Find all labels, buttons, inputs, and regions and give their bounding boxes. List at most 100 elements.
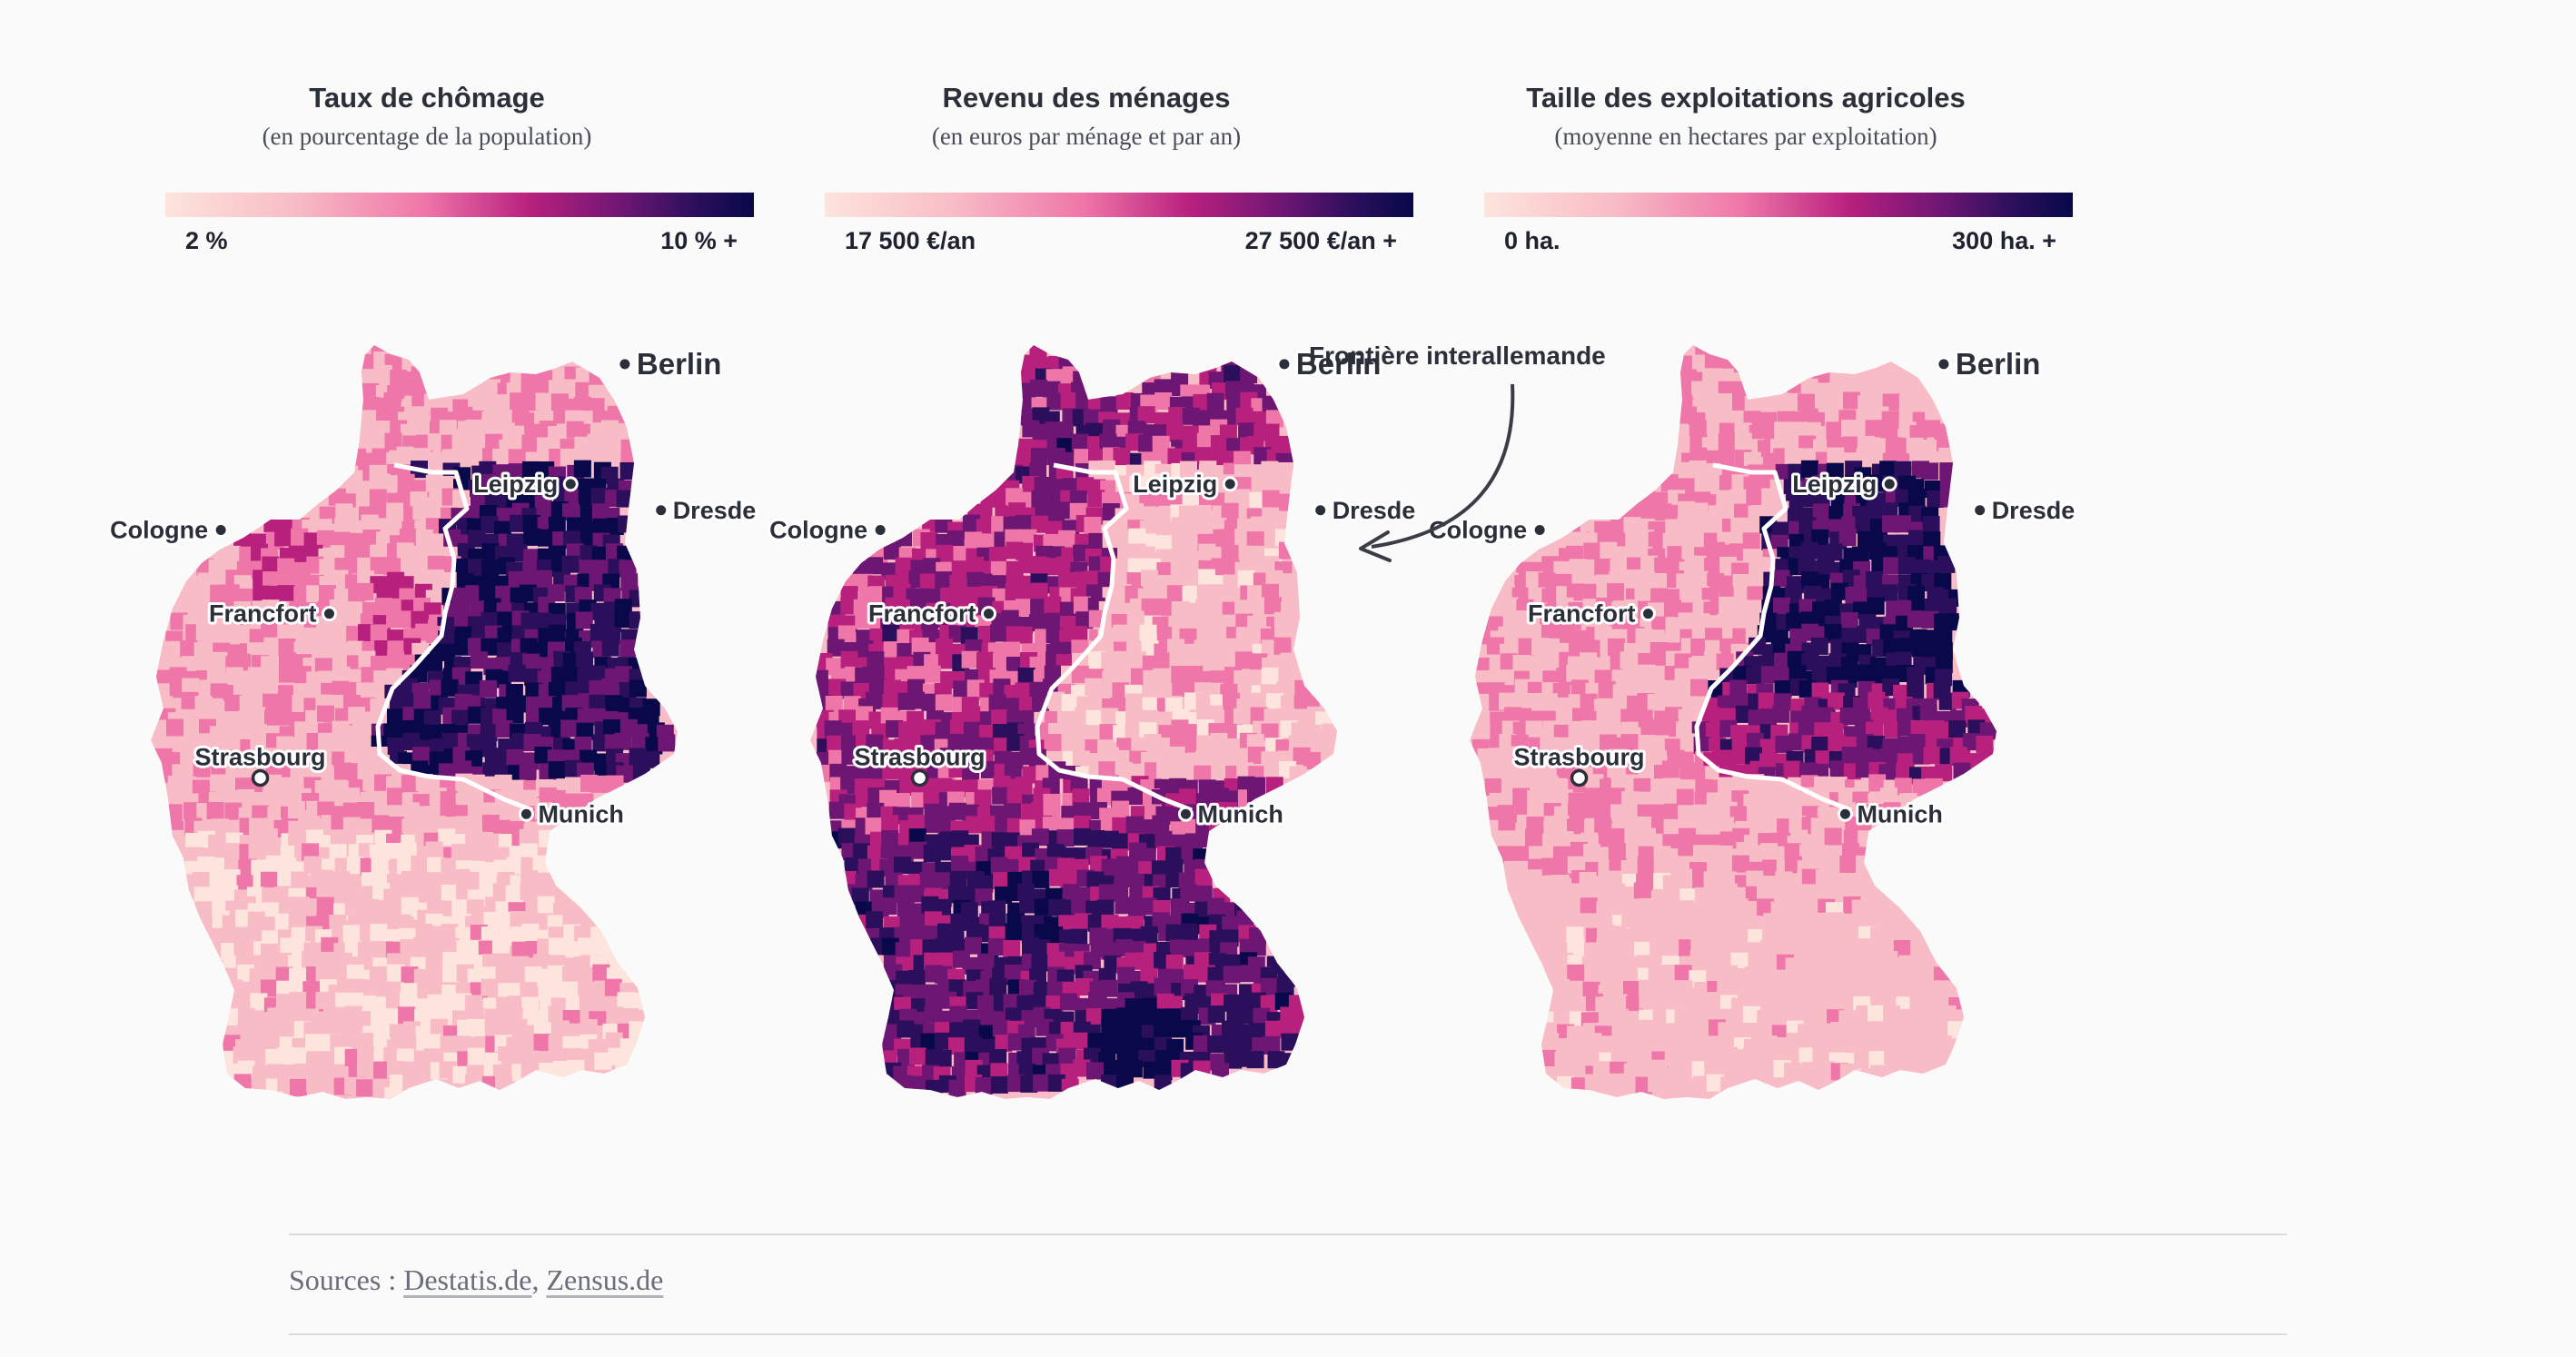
district-cell — [356, 1079, 374, 1097]
district-cell — [1939, 490, 1957, 508]
district-cell — [1005, 583, 1023, 600]
district-cell — [1060, 392, 1078, 411]
district-cell — [1812, 666, 1829, 683]
district-cell — [384, 1008, 402, 1026]
district-cell — [963, 1019, 981, 1037]
district-cell — [537, 896, 555, 914]
district-cell — [1907, 682, 1925, 700]
district-cell — [1075, 913, 1092, 931]
district-cell — [992, 724, 1010, 741]
strasbourg-label: Strasbourg — [855, 743, 986, 770]
district-cell — [1635, 913, 1653, 931]
district-cell — [1320, 735, 1337, 753]
francfort-label: Francfort — [1528, 600, 1636, 628]
district-cell — [1689, 910, 1708, 927]
district-cell — [415, 1065, 433, 1084]
district-cell — [1047, 1074, 1065, 1092]
district-cell — [1811, 475, 1829, 493]
district-cell — [332, 531, 351, 550]
district-cell — [1195, 750, 1213, 768]
district-cell — [398, 378, 416, 396]
district-cell — [481, 543, 500, 561]
district-cell — [1003, 940, 1021, 957]
district-cell — [1922, 516, 1940, 533]
district-cell — [1908, 734, 1927, 752]
legend-max-label: 300 ha. + — [1952, 227, 2056, 254]
source-link-destatis[interactable]: Destatis.de — [403, 1263, 532, 1296]
district-cell — [1073, 596, 1091, 614]
district-cell — [538, 983, 556, 1001]
germany-choropleth-map[interactable]: RostockHambourgBerlinLeipzigDresdeCologn… — [0, 327, 854, 1163]
district-cell — [1729, 806, 1748, 824]
district-cell — [1116, 1075, 1134, 1093]
district-cell — [1784, 448, 1802, 466]
district-cell — [993, 872, 1011, 890]
district-cell — [1180, 461, 1197, 479]
district-cell — [1113, 667, 1131, 685]
district-cell — [1911, 1063, 1929, 1081]
district-cell — [1541, 775, 1559, 793]
district-cell — [615, 666, 632, 684]
district-cell — [1717, 817, 1734, 835]
district-cell — [935, 872, 953, 890]
germany-choropleth-map[interactable]: RostockHambourgBerlinLeipzigDresdeCologn… — [1319, 327, 2173, 1163]
district-cell — [1897, 638, 1916, 656]
district-cell — [519, 763, 537, 781]
district-cell — [291, 871, 309, 889]
district-cell — [1607, 583, 1624, 601]
district-cell — [1085, 678, 1103, 696]
district-cell — [962, 514, 980, 532]
district-cell — [492, 748, 510, 767]
district-cell — [1261, 668, 1279, 685]
district-cell — [1636, 1036, 1654, 1055]
district-cell — [1138, 952, 1156, 970]
district-cell — [1586, 774, 1604, 792]
district-cell — [1716, 490, 1734, 508]
district-cell — [587, 433, 605, 451]
color-legend-bar — [825, 193, 1413, 217]
francfort-marker — [1640, 606, 1656, 622]
district-cell — [1633, 941, 1651, 959]
district-cell — [1934, 613, 1951, 631]
district-cell — [1221, 544, 1239, 562]
district-cell — [1761, 815, 1779, 833]
district-cell — [193, 747, 211, 765]
district-cell — [1045, 612, 1063, 630]
district-cell — [471, 623, 490, 641]
district-cell — [1826, 462, 1844, 480]
district-cell — [1813, 884, 1831, 902]
district-cell — [411, 406, 429, 424]
district-cell — [511, 409, 530, 427]
district-cell — [1717, 777, 1735, 795]
district-cell — [397, 473, 415, 491]
source-link-zensus[interactable]: Zensus.de — [546, 1263, 664, 1296]
district-cell — [277, 868, 295, 887]
district-cell — [493, 394, 511, 412]
district-cell — [576, 722, 594, 740]
district-cell — [1746, 870, 1764, 888]
district-cell — [1608, 883, 1626, 901]
francfort-marker — [980, 606, 996, 622]
district-cell — [468, 559, 485, 577]
district-cell — [619, 560, 637, 578]
district-cell — [1797, 912, 1815, 930]
district-cell — [1788, 966, 1806, 984]
district-cell — [1662, 532, 1680, 550]
district-cell — [1171, 529, 1189, 547]
district-cell — [1019, 529, 1037, 547]
district-cell — [396, 542, 414, 560]
leipzig-label: Leipzig — [1792, 470, 1877, 498]
district-cell — [370, 624, 388, 642]
district-cell — [1621, 816, 1640, 834]
district-cell — [1152, 1008, 1170, 1026]
district-cell — [1799, 1007, 1818, 1025]
district-cell — [920, 926, 938, 944]
district-cell — [601, 420, 619, 438]
district-cell — [277, 777, 295, 795]
district-cell — [1840, 657, 1858, 675]
district-cell — [1137, 406, 1155, 424]
district-cell — [383, 558, 401, 576]
district-cell — [1274, 435, 1293, 453]
district-cell — [1582, 736, 1600, 754]
germany-choropleth-map[interactable]: RostockHambourgBerlinLeipzigDresdeCologn… — [659, 327, 1513, 1163]
